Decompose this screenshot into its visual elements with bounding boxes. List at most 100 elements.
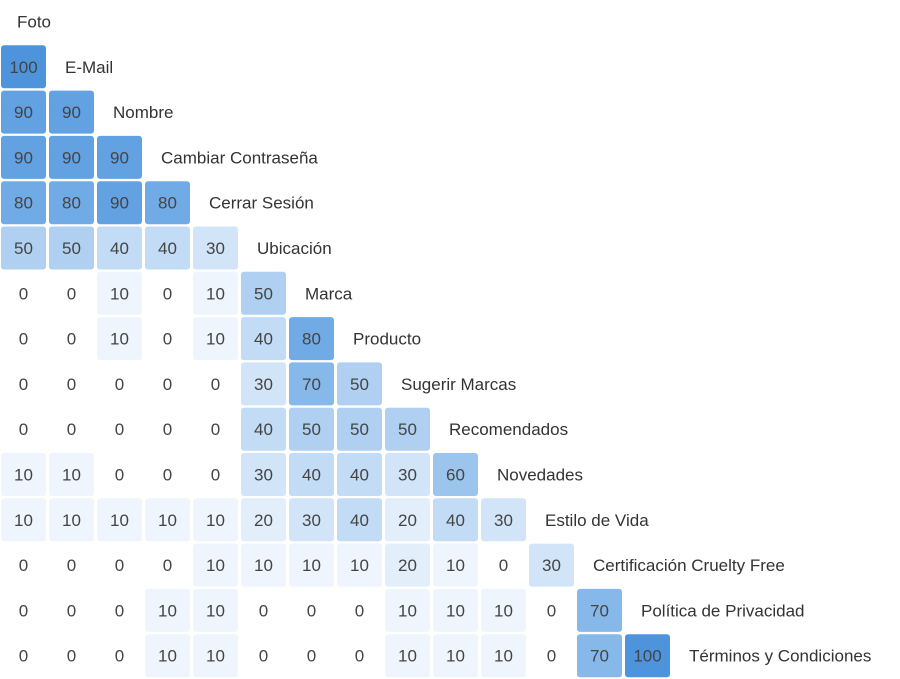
heatmap-cell-value-7-3: 0 [163,330,172,349]
heatmap-cell-value-9-6: 50 [302,420,321,439]
heatmap-cell-13-11 [529,588,574,632]
heatmap-cell-14-9 [433,634,478,678]
heatmap-cell-value-12-1: 0 [67,556,76,575]
heatmap-cell-10-5 [241,453,286,496]
heatmap-cell-12-0 [1,543,46,587]
heatmap-cell-14-8 [385,634,430,678]
heatmap-cell-9-3 [145,407,190,451]
heatmap-cell-13-9 [433,588,478,632]
heatmap-cell-10-3 [145,453,190,496]
heatmap-cell-value-12-6: 10 [302,556,321,575]
heatmap-cell-value-10-1: 10 [62,466,81,485]
heatmap-cell-value-2-1: 90 [62,103,81,122]
heatmap-cell-12-8 [385,543,430,587]
heatmap-cell-10-1 [49,453,94,496]
heatmap-cell-8-5 [241,362,286,406]
heatmap-cell-9-4 [193,407,238,451]
heatmap-cell-value-12-4: 10 [206,556,225,575]
heatmap-cell-2-0 [1,90,46,134]
heatmap-cell-12-9 [433,543,478,587]
row-label-6: Marca [305,284,353,303]
heatmap-cell-9-5 [241,407,286,451]
heatmap-cell-7-2 [97,317,142,361]
row-label-12: Certificación Cruelty Free [593,556,785,575]
heatmap-cell-value-3-2: 90 [110,148,129,167]
heatmap-cell-11-6 [289,498,334,542]
heatmap-cell-value-9-7: 50 [350,420,369,439]
heatmap-cell-value-9-3: 0 [163,420,172,439]
heatmap-cell-value-5-3: 40 [158,239,177,258]
heatmap-cell-8-3 [145,362,190,406]
heatmap-cell-5-1 [49,226,94,270]
heatmap-cell-value-9-1: 0 [67,420,76,439]
heatmap-cell-value-6-2: 10 [110,284,129,303]
heatmap-cell-4-2 [97,181,142,225]
heatmap-cell-13-5 [241,588,286,632]
heatmap-cell-value-5-2: 40 [110,239,129,258]
row-label-0: Foto [17,13,51,32]
heatmap-cell-value-5-4: 30 [206,239,225,258]
row-label-4: Cerrar Sesión [209,194,314,213]
heatmap-cell-value-14-9: 10 [446,647,465,666]
heatmap-cell-value-8-5: 30 [254,375,273,394]
heatmap-cell-value-10-3: 0 [163,466,172,485]
heatmap-cell-11-3 [145,498,190,542]
heatmap-cell-value-3-0: 90 [14,148,33,167]
heatmap-cell-13-7 [337,588,382,632]
heatmap-cell-value-12-3: 0 [163,556,172,575]
heatmap-cell-14-13 [625,634,670,678]
heatmap-cell-5-3 [145,226,190,270]
heatmap-cell-value-13-3: 10 [158,601,177,620]
heatmap-cell-12-10 [481,543,526,587]
heatmap-cell-value-13-8: 10 [398,601,417,620]
heatmap-cell-value-1-0: 100 [9,58,37,77]
heatmap-cell-value-10-0: 10 [14,466,33,485]
heatmap-cell-13-4 [193,588,238,632]
heatmap-cell-7-4 [193,317,238,361]
heatmap-cell-value-7-1: 0 [67,330,76,349]
heatmap-cell-10-2 [97,453,142,496]
heatmap-cell-value-11-6: 30 [302,511,321,530]
heatmap-cell-5-4 [193,226,238,270]
heatmap-cell-5-2 [97,226,142,270]
heatmap-cell-14-7 [337,634,382,678]
heatmap-cell-value-9-8: 50 [398,420,417,439]
heatmap-cell-8-0 [1,362,46,406]
heatmap-cell-11-0 [1,498,46,542]
heatmap-cell-9-6 [289,407,334,451]
heatmap-cell-9-7 [337,407,382,451]
heatmap-cell-12-3 [145,543,190,587]
heatmap-cell-14-11 [529,634,574,678]
heatmap-cell-8-2 [97,362,142,406]
heatmap-cell-value-6-0: 0 [19,284,28,303]
heatmap-cell-value-13-6: 0 [307,601,316,620]
heatmap-cell-8-4 [193,362,238,406]
heatmap-cell-value-13-10: 10 [494,601,513,620]
heatmap-cell-11-4 [193,498,238,542]
heatmap-cell-value-14-13: 100 [633,647,661,666]
heatmap-cell-5-0 [1,226,46,270]
heatmap-cell-14-0 [1,634,46,678]
heatmap-cell-10-7 [337,453,382,496]
heatmap-cell-value-7-0: 0 [19,330,28,349]
heatmap-cell-value-14-8: 10 [398,647,417,666]
heatmap-cell-11-5 [241,498,286,542]
heatmap-cell-value-10-2: 0 [115,466,124,485]
heatmap-cell-1-0 [1,45,46,89]
heatmap-cell-10-0 [1,453,46,496]
heatmap-cell-value-6-3: 0 [163,284,172,303]
heatmap-cell-value-6-1: 0 [67,284,76,303]
heatmap-cell-value-10-5: 30 [254,466,273,485]
heatmap-cell-value-12-9: 10 [446,556,465,575]
heatmap-cell-value-14-4: 10 [206,647,225,666]
heatmap-cell-value-8-0: 0 [19,375,28,394]
row-label-5: Ubicación [257,239,332,258]
heatmap-cell-value-4-0: 80 [14,194,33,213]
heatmap-cell-value-7-5: 40 [254,330,273,349]
heatmap-cell-11-2 [97,498,142,542]
heatmap-cell-value-8-1: 0 [67,375,76,394]
row-label-2: Nombre [113,103,173,122]
heatmap-cell-value-8-7: 50 [350,375,369,394]
row-label-10: Novedades [497,466,583,485]
